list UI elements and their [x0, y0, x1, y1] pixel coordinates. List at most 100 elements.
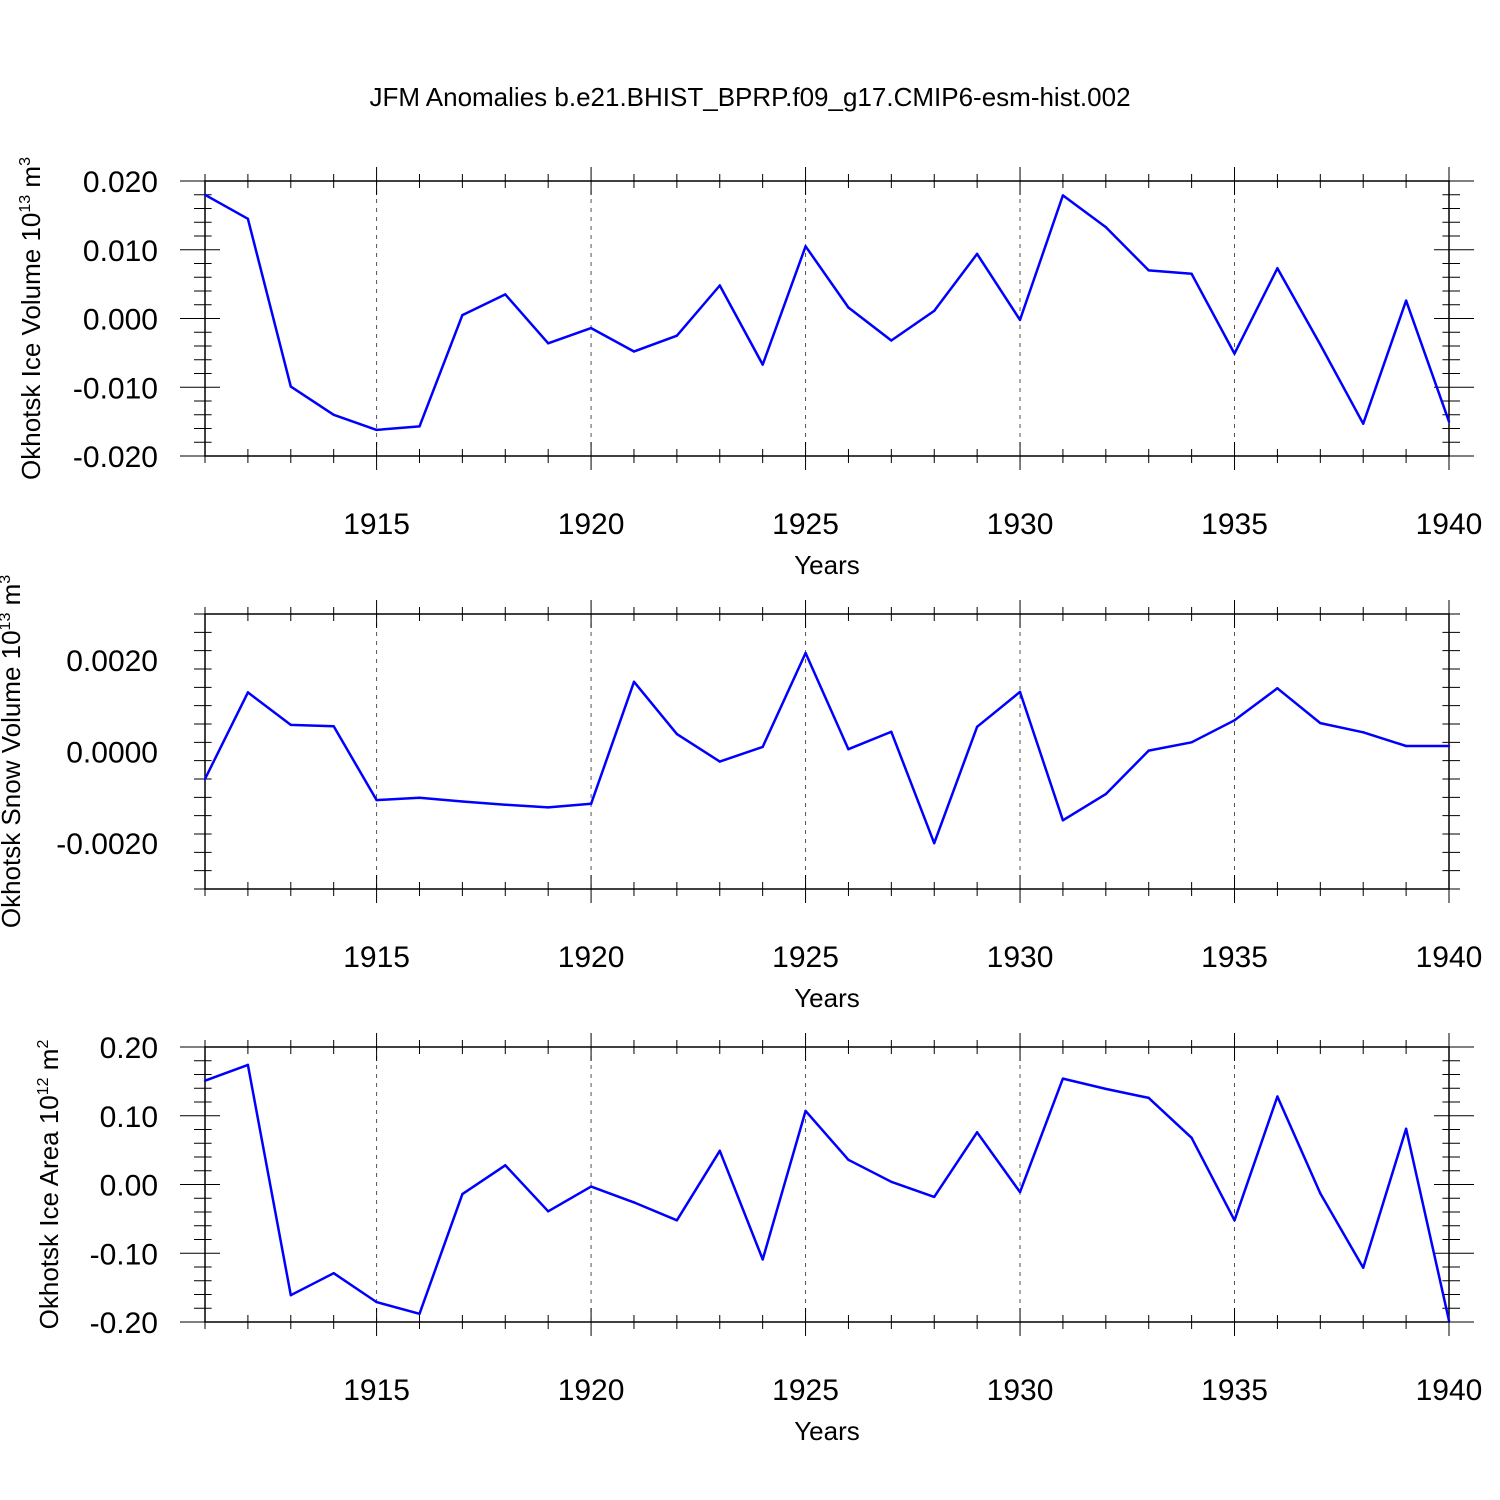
- y-axis-label: Okhotsk Ice Area 1012 m2: [34, 1040, 64, 1330]
- x-tick-label: 1930: [987, 1374, 1054, 1407]
- data-point: [1404, 1127, 1408, 1131]
- data-point: [461, 313, 464, 317]
- data-point: [546, 806, 550, 809]
- data-point: [847, 1158, 850, 1161]
- y-axis-label: Okhotsk Ice Volume 1013 m3: [16, 157, 46, 480]
- y-tick-label: -0.0020: [56, 828, 158, 861]
- data-point: [718, 1149, 721, 1153]
- data-point: [246, 691, 250, 694]
- plot-frame: [204, 180, 1450, 457]
- data-point: [675, 334, 679, 337]
- x-tick-label: 1925: [772, 941, 839, 974]
- data-point: [1404, 744, 1408, 748]
- chart-panels: 0.020 0.010 0.000 -0.010 -0.020 1915 1920 1925 1…: [0, 157, 1482, 1446]
- x-tick-label: 1920: [558, 508, 625, 541]
- panel-2: 0.0020 0.0000 -0.0020 1915 1920 1925 1930 1935 1…: [0, 575, 1482, 1013]
- data-point: [504, 1164, 507, 1167]
- data-point: [675, 732, 679, 736]
- x-axis-label: Years: [794, 983, 860, 1013]
- data-point: [1190, 1136, 1193, 1139]
- data-point: [1233, 719, 1236, 722]
- data-point: [933, 1195, 936, 1199]
- data-point: [1147, 1096, 1150, 1100]
- panel-3: 0.20 0.10 0.00 -0.10 -0.20 1915 1920 1925 1930 19…: [34, 1032, 1482, 1446]
- data-point: [203, 1079, 207, 1082]
- data-point: [1061, 819, 1065, 822]
- y-tick-label: 0.0000: [66, 737, 158, 770]
- data-point: [1362, 1266, 1365, 1269]
- series-line: [203, 651, 1449, 845]
- y-tick-label: 0.010: [83, 235, 158, 268]
- data-point: [1104, 1087, 1108, 1091]
- data-point: [332, 1271, 335, 1275]
- data-point: [761, 745, 764, 749]
- x-tick-label: 1920: [558, 1374, 625, 1407]
- data-point: [203, 777, 207, 781]
- data-point: [504, 803, 507, 806]
- data-point: [1018, 690, 1022, 694]
- data-point: [1362, 422, 1365, 425]
- y-tick-label: -0.010: [73, 372, 158, 405]
- series-line: [204, 1063, 1451, 1321]
- data-point: [933, 309, 936, 313]
- x-tick-label: 1925: [772, 508, 839, 541]
- y-tick-label: 0.020: [83, 166, 158, 199]
- x-tick-label: 1925: [772, 1374, 839, 1407]
- data-point: [1147, 269, 1150, 272]
- data-point: [375, 1300, 378, 1304]
- data-point: [718, 760, 721, 763]
- chart-title: JFM Anomalies b.e21.BHIST_BPRP.f09_g17.C…: [369, 82, 1130, 112]
- data-point: [332, 725, 335, 728]
- data-point: [203, 193, 207, 196]
- data-point: [632, 1201, 636, 1204]
- data-point: [332, 413, 335, 416]
- data-point: [675, 1219, 679, 1222]
- data-point: [418, 796, 421, 799]
- data-point: [504, 293, 507, 296]
- x-axis-label: Years: [794, 550, 860, 580]
- x-tick-label: 1930: [987, 508, 1054, 541]
- data-point: [632, 680, 636, 684]
- y-tick-label: -0.10: [90, 1238, 158, 1271]
- data-point: [1319, 721, 1322, 725]
- data-point: [890, 730, 893, 733]
- x-tick-label: 1940: [1416, 508, 1483, 541]
- y-tick-label: -0.20: [90, 1307, 158, 1340]
- x-tick-label: 1935: [1201, 508, 1268, 541]
- data-point: [804, 651, 807, 655]
- data-point: [1190, 272, 1193, 276]
- y-tick-label: 0.000: [83, 304, 158, 337]
- data-point: [246, 1063, 250, 1067]
- data-point: [1404, 299, 1408, 302]
- data-point: [1362, 731, 1365, 734]
- data-point: [632, 350, 636, 353]
- data-point: [289, 385, 292, 388]
- x-tick-label: 1915: [343, 941, 410, 974]
- data-point: [933, 841, 936, 845]
- data-point: [375, 428, 378, 432]
- data-point: [246, 217, 250, 221]
- data-point: [289, 723, 292, 727]
- data-point: [761, 1258, 764, 1261]
- data-point: [761, 363, 764, 366]
- data-point: [461, 1192, 464, 1196]
- panel-1: 0.020 0.010 0.000 -0.010 -0.020 1915 1920 1925 1…: [16, 157, 1482, 580]
- y-tick-label: 0.0020: [66, 645, 158, 678]
- data-point: [1233, 352, 1236, 355]
- data-point: [1319, 1192, 1322, 1195]
- data-point: [1104, 225, 1108, 229]
- data-point: [975, 1131, 979, 1134]
- y-tick-label: 0.10: [100, 1101, 158, 1134]
- data-point: [1061, 194, 1065, 197]
- data-point: [975, 252, 979, 256]
- data-point: [1447, 1319, 1451, 1322]
- data-point: [804, 1109, 807, 1113]
- x-tick-label: 1915: [343, 1374, 410, 1407]
- data-point: [418, 1312, 421, 1315]
- x-tick-label: 1915: [343, 508, 410, 541]
- x-tick-label: 1940: [1416, 941, 1483, 974]
- x-tick-label: 1940: [1416, 1374, 1483, 1407]
- data-point: [1018, 1190, 1022, 1194]
- data-point: [546, 342, 550, 345]
- data-point: [890, 1180, 893, 1183]
